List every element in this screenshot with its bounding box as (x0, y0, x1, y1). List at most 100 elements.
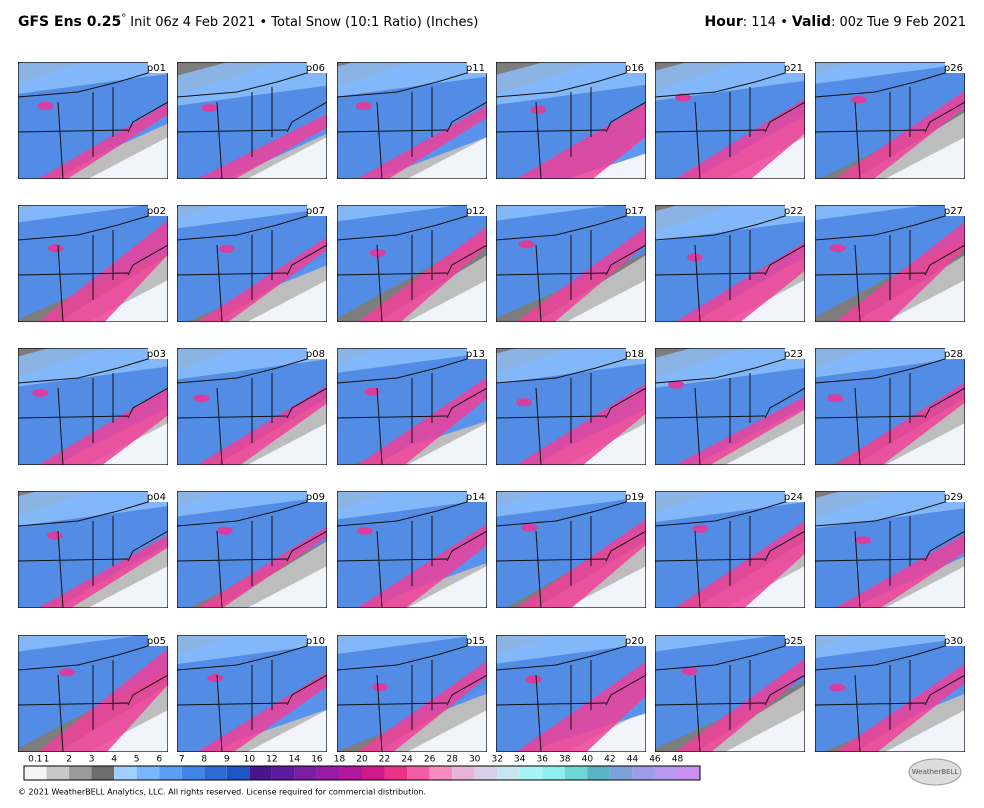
panel-label: p28 (944, 349, 963, 360)
borders (177, 66, 327, 179)
snow-band-light (337, 491, 487, 520)
panel-label: p22 (784, 206, 803, 217)
colorbar-label: 0.1 (28, 755, 42, 765)
degree: ° (121, 13, 126, 24)
borders (496, 66, 646, 179)
panel-label: p18 (625, 349, 644, 360)
label-bg (307, 491, 327, 502)
colorbar-cell (69, 766, 92, 780)
borders (177, 639, 327, 752)
blob (827, 394, 844, 403)
heavy-band (357, 377, 487, 465)
panel-label: p05 (147, 636, 166, 647)
colorbar-cell (249, 766, 272, 780)
colorbar-label: 2 (66, 755, 72, 765)
label-bg (307, 205, 327, 216)
label-bg (785, 491, 805, 502)
blob (854, 536, 871, 545)
borders (655, 495, 805, 608)
snow-band-light (815, 491, 965, 529)
panel: p20 (496, 635, 646, 752)
label-bg (785, 205, 805, 216)
copyright: © 2021 WeatherBELL Analytics, LLC. All r… (18, 788, 426, 797)
colorbar-label: 38 (559, 755, 571, 765)
snow-band-light (496, 635, 646, 664)
borders (177, 209, 327, 322)
panel-label: p04 (147, 492, 166, 503)
colorbar-cell (587, 766, 610, 780)
heavy-band (516, 383, 646, 465)
colorbar-cell (362, 766, 385, 780)
colorbar-cell (24, 766, 47, 780)
label-bg (148, 635, 168, 646)
blob (216, 526, 233, 535)
blob (46, 531, 63, 540)
label-bg (945, 205, 965, 216)
label-bg (626, 348, 646, 359)
colorbar-label: 6 (156, 755, 162, 765)
panel-label: p27 (944, 206, 963, 217)
heavy-band (197, 385, 327, 465)
blob (37, 101, 54, 110)
colorbar-cell (407, 766, 430, 780)
label-bg (626, 205, 646, 216)
panel: p12 (337, 205, 487, 322)
snow-band-light (18, 635, 142, 652)
ocean (407, 566, 487, 608)
heavy-band (516, 661, 646, 752)
colorbar-cell (677, 766, 700, 780)
model: GFS Ens 0.25 (18, 14, 121, 30)
valid-label: Valid (792, 14, 831, 30)
panel: p03 (18, 348, 168, 465)
panel: p24 (655, 491, 805, 608)
panel: p26 (815, 62, 965, 179)
valid-value: : 00z Tue 9 Feb 2021 (831, 15, 966, 30)
colorbar-cell (114, 766, 137, 780)
panel-label: p06 (306, 63, 325, 74)
borders (655, 66, 805, 179)
label-bg (626, 62, 646, 73)
colorbar-label: 18 (334, 755, 346, 765)
heavy-band (357, 226, 487, 322)
colorbar-label: 12 (266, 755, 277, 765)
panel-grid: p01 p02 p03 p04 p05 p06 p07 p08 p09 p10 p11 p12 p13 p… (18, 62, 965, 752)
label-bg (148, 491, 168, 502)
ocean (88, 137, 168, 179)
panel: p27 (815, 205, 965, 322)
colorbar-cell (474, 766, 498, 780)
panel-label: p20 (625, 636, 644, 647)
panel: p18 (496, 348, 646, 465)
heavy-band (197, 113, 327, 179)
panel: p06 (177, 62, 327, 179)
colorbar-label: 26 (424, 755, 436, 765)
snow-band-light (18, 491, 168, 527)
ocean (247, 566, 327, 608)
heavy-band (835, 221, 965, 322)
panel-label: p24 (784, 492, 803, 503)
colorbar-label: 42 (604, 755, 615, 765)
panel: p29 (815, 491, 965, 608)
ocean (885, 280, 965, 322)
heavy-band (357, 523, 487, 608)
label-bg (785, 348, 805, 359)
panel: p07 (177, 205, 327, 322)
label-bg (467, 62, 487, 73)
colorbar-cell (226, 766, 250, 780)
heavy-band (38, 648, 168, 752)
panel: p19 (496, 491, 646, 608)
ocean (885, 423, 965, 465)
snow-band-light (815, 635, 965, 659)
colorbar-cell (271, 766, 295, 780)
label-bg (945, 62, 965, 73)
panel: p22 (655, 205, 805, 322)
label-bg (626, 635, 646, 646)
snow-band-light (177, 348, 327, 380)
valid-time: Hour: 114 • Valid: 00z Tue 9 Feb 2021 (705, 14, 966, 30)
panel: p15 (337, 635, 487, 752)
panel-label: p09 (306, 492, 325, 503)
snow-band-light (177, 491, 327, 517)
colorbar-cell (497, 766, 520, 780)
heavy-band (38, 103, 168, 179)
colorbar-cell (609, 766, 633, 780)
